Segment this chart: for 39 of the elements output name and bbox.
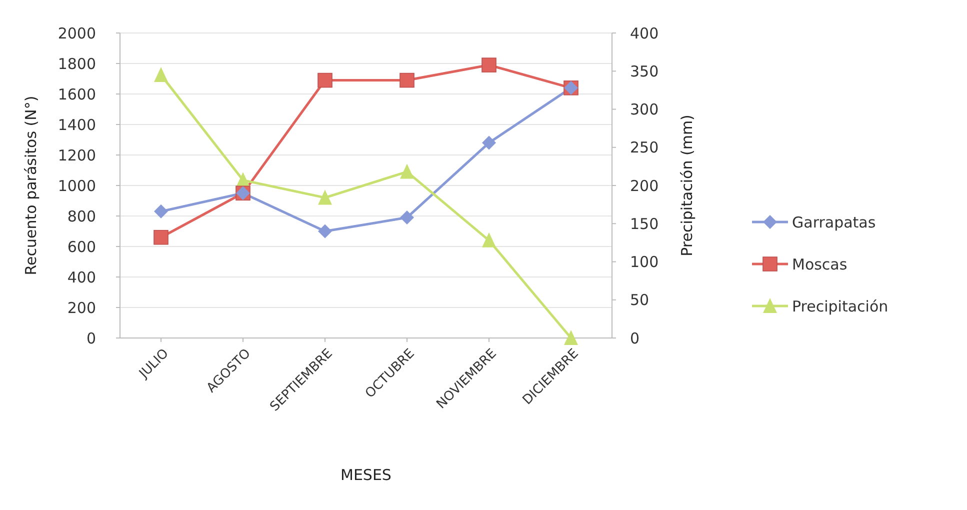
point [564, 330, 578, 345]
point [154, 230, 168, 245]
y2-tick-label: 150 [630, 214, 659, 233]
legend-label: Garrapatas [792, 213, 876, 232]
y2-tick-label: 0 [630, 329, 640, 348]
legend-label: Moscas [792, 255, 848, 274]
y-tick-label: 800 [67, 207, 96, 226]
y-axis-title: Recuento parásitos (N°) [22, 96, 40, 276]
point [482, 58, 496, 72]
y-tick-label: 1400 [58, 116, 96, 134]
point [318, 72, 332, 88]
y2-tick-label: 300 [630, 100, 659, 118]
y2-tick-label: 350 [630, 62, 659, 80]
y-tick-label: 1200 [58, 146, 96, 164]
y-tick-label: 400 [67, 268, 96, 286]
y-tick-label: 1000 [58, 176, 96, 195]
y2-tick-label: 250 [630, 138, 659, 157]
point [400, 164, 414, 179]
y-tick-label: 1800 [58, 54, 96, 73]
y2-tick-label: 50 [630, 291, 650, 310]
y-tick-label: 0 [86, 329, 96, 348]
point [154, 204, 168, 218]
point [318, 190, 332, 205]
point [400, 210, 414, 225]
y2-tick-label: 100 [630, 253, 659, 271]
y2-tick-label: 200 [630, 176, 659, 195]
y-tick-label: 1600 [58, 85, 96, 104]
y-tick-label: 200 [67, 298, 96, 317]
y2-tick-label: 400 [630, 24, 659, 42]
point [482, 232, 496, 248]
point [400, 72, 414, 88]
point [154, 66, 168, 82]
point [318, 224, 332, 238]
legend-label: Precipitación [792, 297, 888, 316]
y2-axis-title: Precipitación (mm) [678, 114, 696, 256]
point [482, 136, 496, 150]
y-tick-label: 2000 [58, 24, 96, 42]
x-axis-title: MESES [340, 466, 392, 484]
y-tick-label: 600 [67, 238, 96, 256]
